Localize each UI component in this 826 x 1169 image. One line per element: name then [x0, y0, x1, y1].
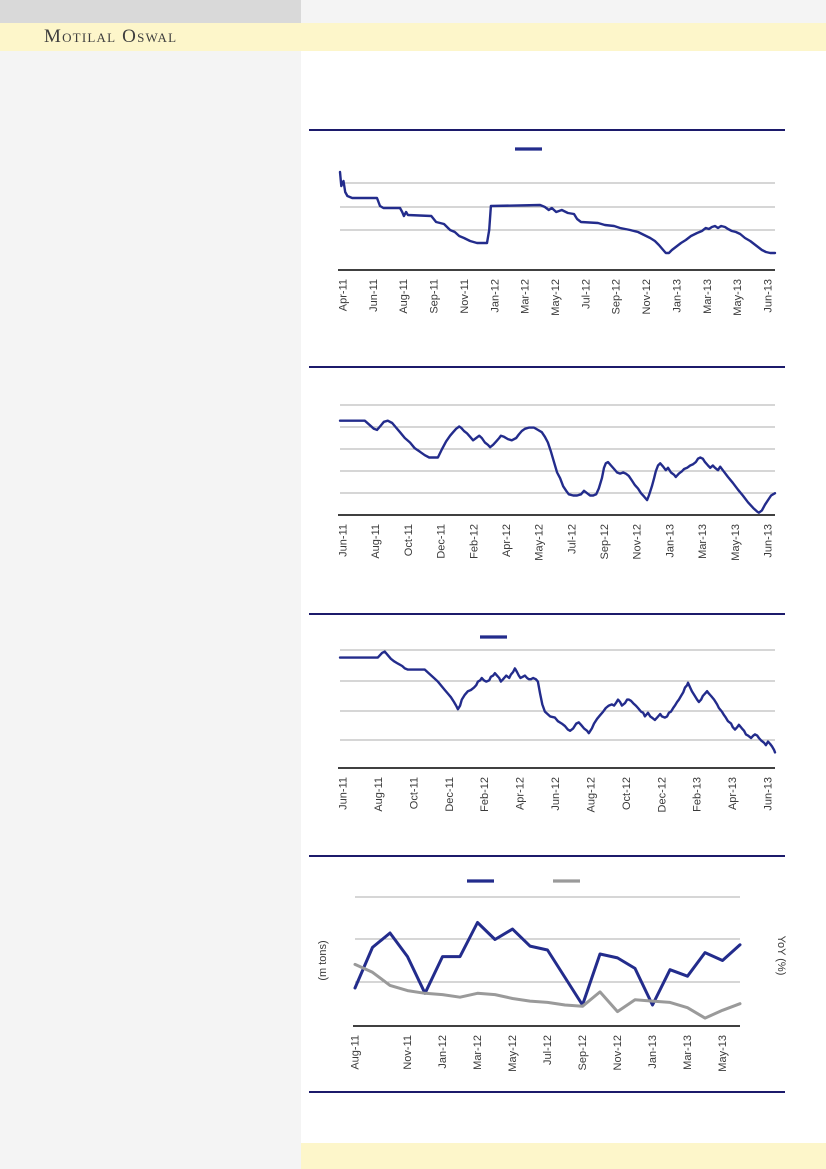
x-tick-label: May-13 — [732, 279, 744, 316]
section-divider-1 — [309, 129, 785, 131]
x-tick-label: Jan-12 — [437, 1035, 449, 1069]
x-tick-label: Jun-13 — [763, 777, 775, 811]
x-tick-label: Jun-12 — [550, 777, 562, 811]
series-line-series-1 — [338, 170, 777, 255]
x-tick-label: Mar-13 — [697, 524, 709, 559]
x-tick-label: Aug-11 — [373, 777, 385, 812]
x-tick-label: Mar-12 — [472, 1035, 484, 1070]
chart-2-figure: Jun-11 Aug-11 Oct-11 Dec-11 Feb-12 Apr-12 May-… — [338, 404, 777, 561]
x-tick-label: Apr-11 — [338, 279, 350, 311]
top-bar-right — [301, 0, 826, 23]
brand-band: Motilal Oswal — [0, 23, 826, 51]
x-tick-label: Mar-12 — [520, 279, 532, 314]
x-tick-label: Aug-11 — [350, 1035, 362, 1070]
x-tick-label: Nov-12 — [641, 279, 653, 314]
x-tick-label: Oct-11 — [403, 524, 415, 556]
chart-3-figure: Jun-11 Aug-11 Oct-11 Dec-11 Feb-12 Apr-12 Jun-… — [338, 635, 777, 812]
series-line-series-1 — [338, 419, 777, 514]
series-line-series-1 — [338, 650, 777, 754]
x-tick-label: Feb-12 — [479, 777, 491, 812]
x-tick-label: May-13 — [717, 1035, 729, 1072]
x-tick-label: Jan-13 — [671, 279, 683, 313]
left-sidebar — [0, 51, 301, 1169]
x-tick-label: Aug-11 — [398, 279, 410, 314]
x-tick-label: Jan-13 — [647, 1035, 659, 1069]
y-axis-title-left: (m tons) — [317, 940, 329, 980]
x-tick-label: Jun-11 — [338, 777, 350, 810]
x-tick-label: Apr-12 — [515, 777, 527, 810]
x-tick-label: May-12 — [534, 524, 546, 561]
x-tick-label: Nov-11 — [459, 279, 471, 314]
x-tick-label: Aug-12 — [585, 777, 597, 812]
x-tick-label: Apr-12 — [501, 524, 513, 557]
x-tick-label: Nov-12 — [632, 524, 644, 559]
x-tick-label: Dec-12 — [656, 777, 668, 812]
x-tick-label: Nov-12 — [612, 1035, 624, 1070]
x-tick-label: Aug-11 — [370, 524, 382, 559]
series-line-volume-m-tons — [353, 921, 742, 1007]
x-tick-label: Sep-12 — [599, 524, 611, 559]
x-tick-label: Jul-12 — [566, 524, 578, 554]
x-tick-label: Jan-12 — [489, 279, 501, 313]
x-tick-label: Jun-11 — [338, 524, 350, 557]
x-tick-label: Jun-13 — [763, 524, 775, 558]
footer-band — [301, 1143, 826, 1169]
x-tick-label: Jul-12 — [580, 279, 592, 309]
brand-logo-text: Motilal Oswal — [44, 26, 178, 47]
x-tick-label: Sep-11 — [429, 279, 441, 314]
x-tick-label: May-12 — [507, 1035, 519, 1072]
x-tick-label: Dec-11 — [436, 524, 448, 559]
x-tick-label: Jun-13 — [763, 279, 775, 313]
x-tick-label: Jul-12 — [542, 1035, 554, 1065]
x-tick-label: Mar-13 — [702, 279, 714, 314]
x-tick-label: Apr-13 — [727, 777, 739, 810]
section-divider-3 — [309, 613, 785, 615]
x-tick-label: Sep-12 — [611, 279, 623, 314]
x-tick-label: Nov-11 — [402, 1035, 414, 1070]
series-line-yoy-percent — [353, 962, 742, 1020]
section-divider-5 — [309, 1091, 785, 1093]
x-tick-label: May-13 — [730, 524, 742, 561]
y-axis-title-right: YoY (%) — [775, 936, 787, 976]
x-tick-label: Jun-11 — [368, 279, 380, 312]
x-tick-label: Mar-13 — [682, 1035, 694, 1070]
top-bar-left — [0, 0, 301, 23]
x-tick-label: Jan-13 — [664, 524, 676, 558]
x-tick-label: May-12 — [550, 279, 562, 316]
x-tick-label: Sep-12 — [577, 1035, 589, 1070]
section-divider-4 — [309, 855, 785, 857]
x-tick-label: Oct-12 — [621, 777, 633, 810]
chart-4-figure: Aug-11 Nov-11 Jan-12 Mar-12 May-12 Jul-12 Sep-… — [317, 879, 787, 1072]
chart-1-figure: Apr-11 Jun-11 Aug-11 Sep-11 Nov-11 Jan-12 Mar-… — [338, 147, 777, 316]
x-tick-label: Feb-13 — [692, 777, 704, 812]
x-tick-label: Dec-11 — [444, 777, 456, 812]
x-tick-label: Feb-12 — [468, 524, 480, 559]
x-tick-label: Oct-11 — [408, 777, 420, 809]
section-divider-2 — [309, 366, 785, 368]
